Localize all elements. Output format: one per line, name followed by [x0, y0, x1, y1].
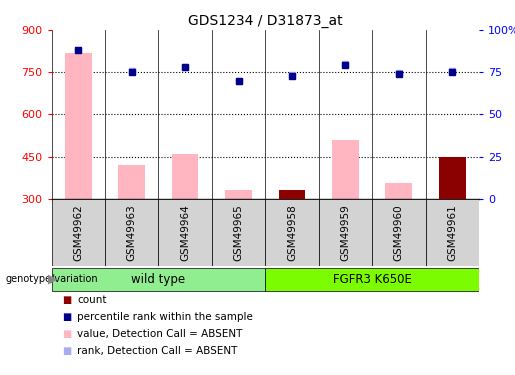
Title: GDS1234 / D31873_at: GDS1234 / D31873_at [188, 13, 342, 28]
Bar [212, 199, 265, 266]
Text: ■: ■ [62, 295, 71, 305]
Bar [52, 199, 105, 266]
Text: FGFR3 K650E: FGFR3 K650E [333, 273, 411, 286]
Text: GSM49958: GSM49958 [287, 204, 297, 261]
Bar [105, 199, 159, 266]
Bar [265, 199, 319, 266]
Bar [52, 268, 265, 291]
Bar [385, 183, 412, 199]
Bar [319, 199, 372, 266]
Bar [118, 165, 145, 199]
Text: value, Detection Call = ABSENT: value, Detection Call = ABSENT [77, 329, 243, 339]
Text: GSM49960: GSM49960 [394, 204, 404, 261]
Text: GSM49959: GSM49959 [340, 204, 350, 261]
Bar [225, 190, 252, 199]
Text: ■: ■ [62, 329, 71, 339]
Text: GSM49963: GSM49963 [127, 204, 136, 261]
Text: ■: ■ [62, 346, 71, 355]
Text: GSM49965: GSM49965 [233, 204, 244, 261]
Bar [279, 190, 305, 199]
Bar [332, 140, 359, 199]
Text: ▶: ▶ [48, 273, 58, 286]
Text: GSM49961: GSM49961 [447, 204, 457, 261]
Bar [65, 53, 92, 199]
Text: percentile rank within the sample: percentile rank within the sample [77, 312, 253, 322]
Text: GSM49964: GSM49964 [180, 204, 190, 261]
Text: GSM49962: GSM49962 [73, 204, 83, 261]
Text: rank, Detection Call = ABSENT: rank, Detection Call = ABSENT [77, 346, 237, 355]
Text: genotype/variation: genotype/variation [5, 274, 98, 284]
Bar [171, 154, 198, 199]
Bar [439, 157, 466, 199]
Text: wild type: wild type [131, 273, 185, 286]
Bar [425, 199, 479, 266]
Text: count: count [77, 295, 107, 305]
Bar [265, 268, 479, 291]
Bar [159, 199, 212, 266]
Bar [372, 199, 425, 266]
Text: ■: ■ [62, 312, 71, 322]
